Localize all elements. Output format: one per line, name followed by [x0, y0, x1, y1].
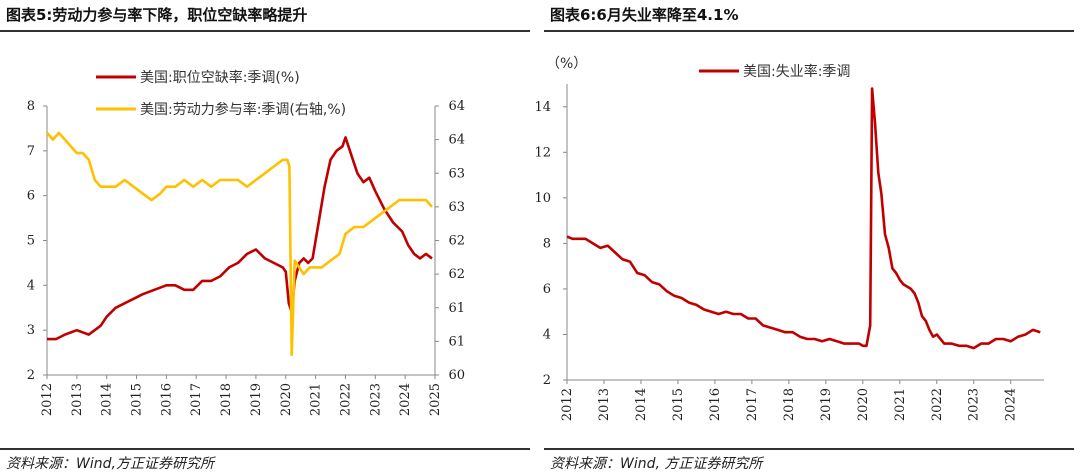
y-tick-label: 14 [534, 100, 551, 115]
right-chart-title: 图表6:6月失业率降至4.1% [550, 6, 739, 24]
right-source-rule [544, 448, 1074, 450]
left-source-note: 资料来源：Wind,方正证券研究所 [6, 456, 214, 472]
x-tick-label: 2019 [249, 383, 264, 416]
y-tick-right-label: 62 [448, 267, 465, 282]
y-tick-label: 2 [543, 373, 551, 388]
y-tick-right-label: 62 [448, 234, 465, 249]
left-chart-title: 图表5:劳动力参与率下降，职位空缺率略提升 [6, 6, 308, 24]
x-tick-label: 2021 [309, 383, 324, 416]
x-tick-label: 2017 [745, 388, 760, 421]
x-tick-label: 2012 [40, 383, 55, 416]
y-tick-right-label: 63 [448, 166, 465, 181]
left-source-rule [0, 448, 530, 450]
right-chart-panel: 图表6:6月失业率降至4.1% 2 4 6 8 10 12 14 2012 2013 2014 20… [534, 0, 1074, 476]
y-tick-left-label: 8 [27, 99, 35, 114]
x-tick-label: 2019 [819, 388, 834, 421]
left-chart-svg: 2 3 4 5 6 7 8 60 61 61 62 62 63 63 64 64 2012 2013 2014 201… [27, 69, 465, 416]
x-tick-label: 2014 [100, 383, 115, 416]
y-tick-right-label: 63 [448, 200, 465, 215]
y-tick-left-label: 7 [27, 144, 35, 159]
series-line-unemployment-rate [566, 87, 1041, 350]
x-tick-label: 2018 [782, 388, 797, 421]
y-tick-left-label: 4 [27, 278, 35, 293]
y-tick-left-label: 2 [27, 368, 35, 383]
x-tick-label: 2025 [428, 383, 443, 416]
x-tick-label: 2012 [560, 388, 575, 421]
right-source-note: 资料来源：Wind, 方正证券研究所 [550, 456, 763, 472]
x-tick-label: 2024 [1004, 388, 1019, 421]
x-tick-label: 2014 [634, 388, 649, 421]
legend-label-job-openings-rate: 美国:职位空缺率:季调(%) [140, 69, 300, 86]
right-chart-svg: 2 4 6 8 10 12 14 2012 2013 2014 2015 2016 2017 2018 20… [534, 56, 1044, 421]
x-tick-label: 2015 [671, 388, 686, 421]
legend-label-labor-participation-rate: 美国:劳动力参与率:季调(右轴,%) [140, 101, 346, 118]
x-tick-label: 2013 [70, 383, 85, 416]
x-tick-label: 2020 [856, 388, 871, 421]
y-tick-right-label: 64 [448, 99, 465, 114]
x-tick-label: 2023 [967, 388, 982, 421]
left-title-rule [0, 30, 530, 32]
x-tick-label: 2018 [219, 383, 234, 416]
x-tick-label: 2022 [930, 388, 945, 421]
x-tick-label: 2013 [597, 388, 612, 421]
x-tick-label: 2023 [368, 383, 383, 416]
y-tick-right-label: 64 [448, 133, 465, 148]
y-tick-right-label: 61 [448, 301, 465, 316]
x-tick-label: 2017 [189, 383, 204, 416]
y-tick-left-label: 5 [27, 234, 35, 249]
y-tick-left-label: 3 [27, 323, 35, 338]
y-tick-label: 10 [534, 191, 551, 206]
y-tick-left-label: 6 [27, 189, 35, 204]
series-line-labor-participation-rate [46, 131, 433, 357]
x-tick-label: 2020 [279, 383, 294, 416]
x-tick-label: 2016 [708, 388, 723, 421]
y-axis-unit-label: （%） [546, 56, 587, 72]
x-tick-label: 2015 [130, 383, 145, 416]
series-line-job-openings-rate [47, 136, 433, 341]
left-chart-panel: 图表5:劳动力参与率下降，职位空缺率略提升 2 3 4 5 6 7 8 60 61 61 62 62 6… [0, 0, 530, 476]
x-tick-label: 2022 [338, 383, 353, 416]
y-tick-label: 6 [543, 282, 551, 297]
legend-label-unemployment-rate: 美国:失业率:季调 [743, 63, 850, 80]
y-tick-label: 8 [543, 236, 551, 251]
y-tick-right-label: 60 [448, 368, 465, 383]
y-tick-label: 12 [534, 145, 551, 160]
right-title-rule [544, 30, 1074, 32]
x-tick-label: 2016 [159, 383, 174, 416]
y-tick-right-label: 61 [448, 334, 465, 349]
x-tick-label: 2024 [398, 383, 413, 416]
x-tick-label: 2021 [893, 388, 908, 421]
y-tick-label: 4 [543, 327, 551, 342]
